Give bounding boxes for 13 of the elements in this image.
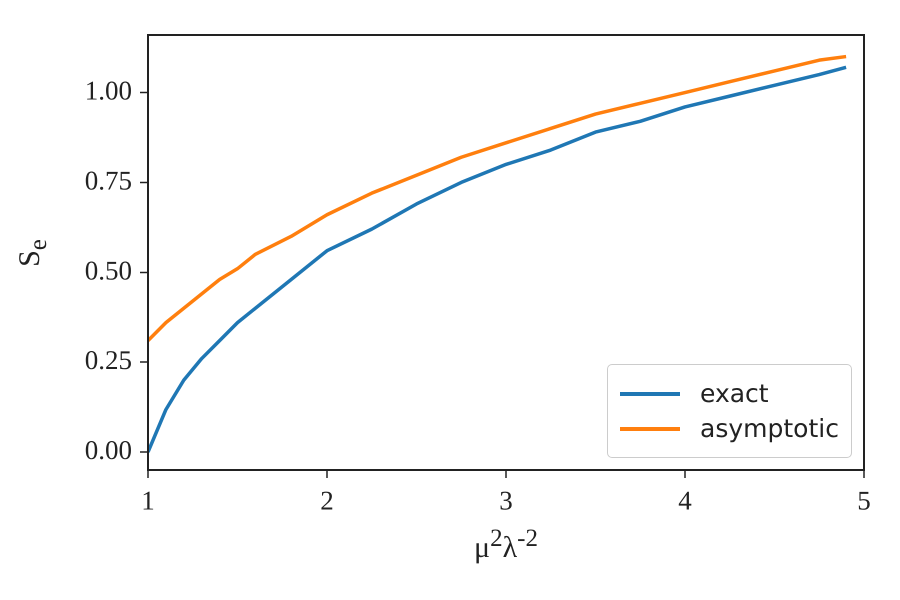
x-tick-label: 2 [320,485,334,516]
x-axis-title: μ$^{2}$λ$^{-2}$ [474,525,538,565]
y-tick-label: 0.25 [84,345,132,376]
y-tick-label: 0.75 [84,165,132,196]
y-tick-label: 0.00 [84,435,132,466]
legend-label: asymptotic [700,414,839,443]
legend-label: exact [700,379,769,408]
x-tick-label: 4 [678,485,692,516]
x-tick-label: 5 [857,485,871,516]
y-tick-label: 1.00 [84,76,132,106]
y-tick-label: 0.50 [84,255,132,286]
x-tick-label: 3 [499,485,513,516]
x-tick-label: 1 [141,485,155,516]
